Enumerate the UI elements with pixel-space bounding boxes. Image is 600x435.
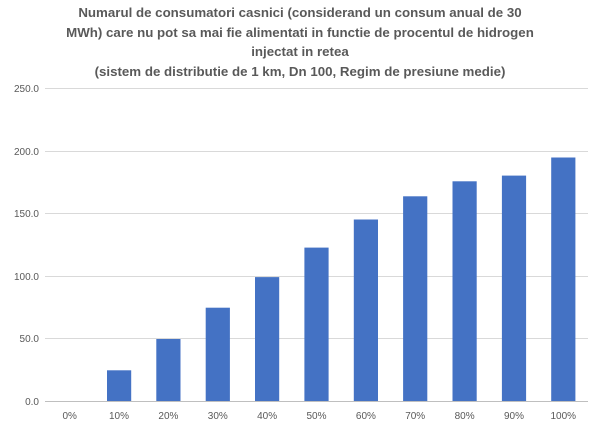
chart-title: Numarul de consumatori casnici (consider…: [0, 3, 600, 81]
bars: [107, 157, 576, 401]
chart-title-line-3: injectat in retea: [251, 44, 349, 59]
x-tick-label: 80%: [455, 411, 475, 422]
bar-90pct: [501, 175, 527, 401]
gridlines: [45, 88, 588, 402]
x-tick-label: 0%: [62, 411, 77, 422]
x-tick-label: 20%: [158, 411, 178, 422]
y-axis-tick-labels: 0.0 50.0 100.0 150.0 200.0 250.0: [14, 84, 39, 408]
bar-20pct: [156, 339, 181, 401]
y-tick-label: 100.0: [14, 272, 39, 283]
x-tick-label: 100%: [551, 411, 577, 422]
x-tick-label: 90%: [504, 411, 524, 422]
x-axis-tick-labels: 0% 10% 20% 30% 40% 50% 60% 70% 80% 90% 100%: [62, 411, 576, 422]
bar-100pct: [551, 157, 576, 401]
x-tick-label: 10%: [109, 411, 129, 422]
bar-60pct: [353, 219, 378, 401]
x-tick-label: 40%: [257, 411, 277, 422]
bar-70pct: [403, 196, 428, 401]
x-tick-label: 60%: [356, 411, 376, 422]
bar-10pct: [107, 370, 132, 401]
bar-40pct: [255, 277, 280, 401]
y-tick-label: 200.0: [14, 147, 39, 158]
y-tick-label: 0.0: [25, 397, 39, 408]
y-tick-label: 250.0: [14, 84, 39, 95]
x-tick-label: 30%: [208, 411, 228, 422]
chart-title-line-2: MWh) care nu pot sa mai fie alimentati i…: [66, 24, 534, 40]
bar-30pct: [205, 307, 230, 401]
y-tick-label: 50.0: [20, 334, 40, 345]
chart-title-line-1: Numarul de consumatori casnici (consider…: [78, 5, 522, 20]
x-tick-label: 70%: [405, 411, 425, 422]
y-tick-label: 150.0: [14, 209, 39, 220]
chart-title-line-4: (sistem de distributie de 1 km, Dn 100, …: [94, 63, 506, 79]
bar-50pct: [304, 247, 329, 401]
bar-80pct: [452, 181, 477, 401]
x-tick-label: 50%: [306, 411, 326, 422]
